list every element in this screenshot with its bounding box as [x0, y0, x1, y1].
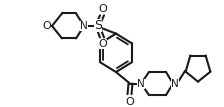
Text: N: N [137, 79, 145, 89]
Text: N: N [80, 21, 88, 31]
Text: O: O [125, 97, 134, 107]
Text: O: O [99, 39, 107, 49]
Text: N: N [171, 79, 179, 89]
Text: O: O [43, 21, 51, 31]
Text: S: S [94, 19, 102, 32]
Text: O: O [99, 4, 107, 14]
